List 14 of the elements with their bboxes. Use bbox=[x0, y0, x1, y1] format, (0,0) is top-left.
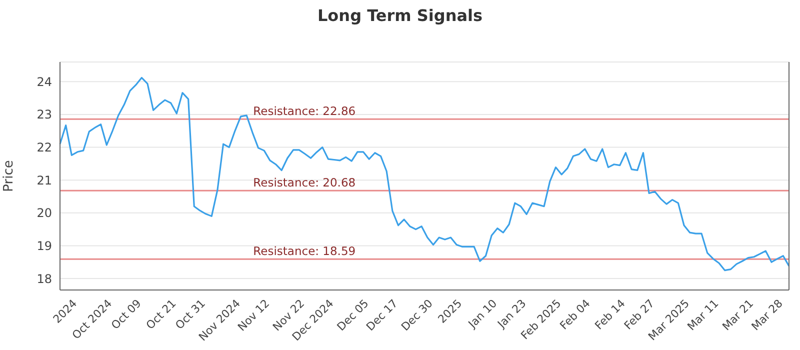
ref-line-label: Resistance: 20.68 bbox=[253, 176, 356, 190]
y-tick-label: 18 bbox=[36, 272, 52, 286]
x-tick-label: Dec 30 bbox=[398, 296, 436, 334]
ref-line-label: Resistance: 18.59 bbox=[253, 244, 356, 258]
ref-line-label: Resistance: 22.86 bbox=[253, 104, 356, 118]
y-tick-label: 23 bbox=[36, 108, 52, 122]
y-tick-label: 22 bbox=[36, 140, 52, 155]
chart-title: Long Term Signals bbox=[316, 6, 484, 25]
line-series bbox=[59, 76, 790, 272]
y-axis-title: Price bbox=[2, 160, 17, 192]
y-tick-label: 24 bbox=[36, 74, 52, 89]
y-tick-label: 19 bbox=[36, 238, 52, 253]
y-tick-label: 21 bbox=[36, 173, 52, 188]
y-tick-label: 20 bbox=[36, 206, 52, 220]
